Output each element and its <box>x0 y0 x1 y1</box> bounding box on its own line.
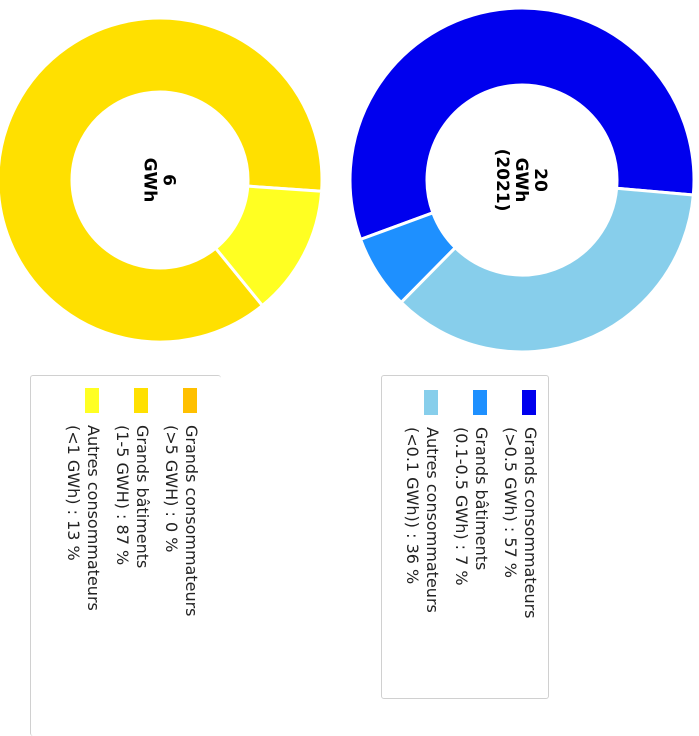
donut-1-center-label: 6GWh <box>140 158 179 203</box>
legend-swatch <box>85 388 99 413</box>
legend-swatch <box>183 388 197 413</box>
legend-2-item-2[interactable]: Grands bâtiments (0.1-0.5 GWh) : 7 % <box>451 390 491 619</box>
donut-2-slice-1[interactable] <box>348 6 696 242</box>
legend-label: Grands consommateurs (>0.5 GWh) : 57 % <box>501 427 540 619</box>
donut-2-slice-3[interactable] <box>399 186 695 354</box>
donut-2-center-label: 20GWh(2021) <box>492 149 550 212</box>
legend-1-item-3[interactable]: Autres consommateurs (<1 GWh) : 13 % <box>63 388 103 617</box>
legend-swatch <box>424 390 438 415</box>
donut-chart-2: 20GWh(2021) <box>348 6 696 354</box>
legend-1-item-1[interactable]: Grands consommateurs (>5 GWH) : 0 % <box>161 388 201 617</box>
donut-1-slice-2[interactable] <box>0 16 324 344</box>
legend-2-item-1[interactable]: Grands consommateurs (>0.5 GWh) : 57 % <box>500 390 540 619</box>
legend-chart-2: Grands consommateurs (>0.5 GWh) : 57 % Gr… <box>381 375 549 699</box>
legend-content-1: Grands consommateurs (>5 GWH) : 0 % Grand… <box>54 388 201 617</box>
legend-2-item-3[interactable]: Autres consommateurs (<0.1 GWh)) : 36 % <box>402 390 442 619</box>
legend-label: Autres consommateurs (<0.1 GWh)) : 36 % <box>403 427 442 613</box>
legend-content-2: Grands consommateurs (>0.5 GWh) : 57 % Gr… <box>393 390 540 619</box>
legend-1-item-2[interactable]: Grands bâtiments (1-5 GWH) : 87 % <box>112 388 152 617</box>
donut-chart-1: 6GWh <box>0 16 324 344</box>
legend-swatch <box>522 390 536 415</box>
legend-label: Grands bâtiments (0.1-0.5 GWh) : 7 % <box>452 427 491 586</box>
legend-label: Autres consommateurs (<1 GWh) : 13 % <box>64 425 103 611</box>
legend-swatch <box>473 390 487 415</box>
charts-svg: 6GWh 20GWh(2021) <box>0 6 696 354</box>
donut-1-slice-3[interactable] <box>213 184 324 308</box>
legend-label: Grands bâtiments (1-5 GWH) : 87 % <box>113 425 152 569</box>
legend-swatch <box>134 388 148 413</box>
legend-chart-1: Grands consommateurs (>5 GWH) : 0 % Grand… <box>30 375 221 736</box>
legend-label: Grands consommateurs (>5 GWH) : 0 % <box>162 425 201 617</box>
